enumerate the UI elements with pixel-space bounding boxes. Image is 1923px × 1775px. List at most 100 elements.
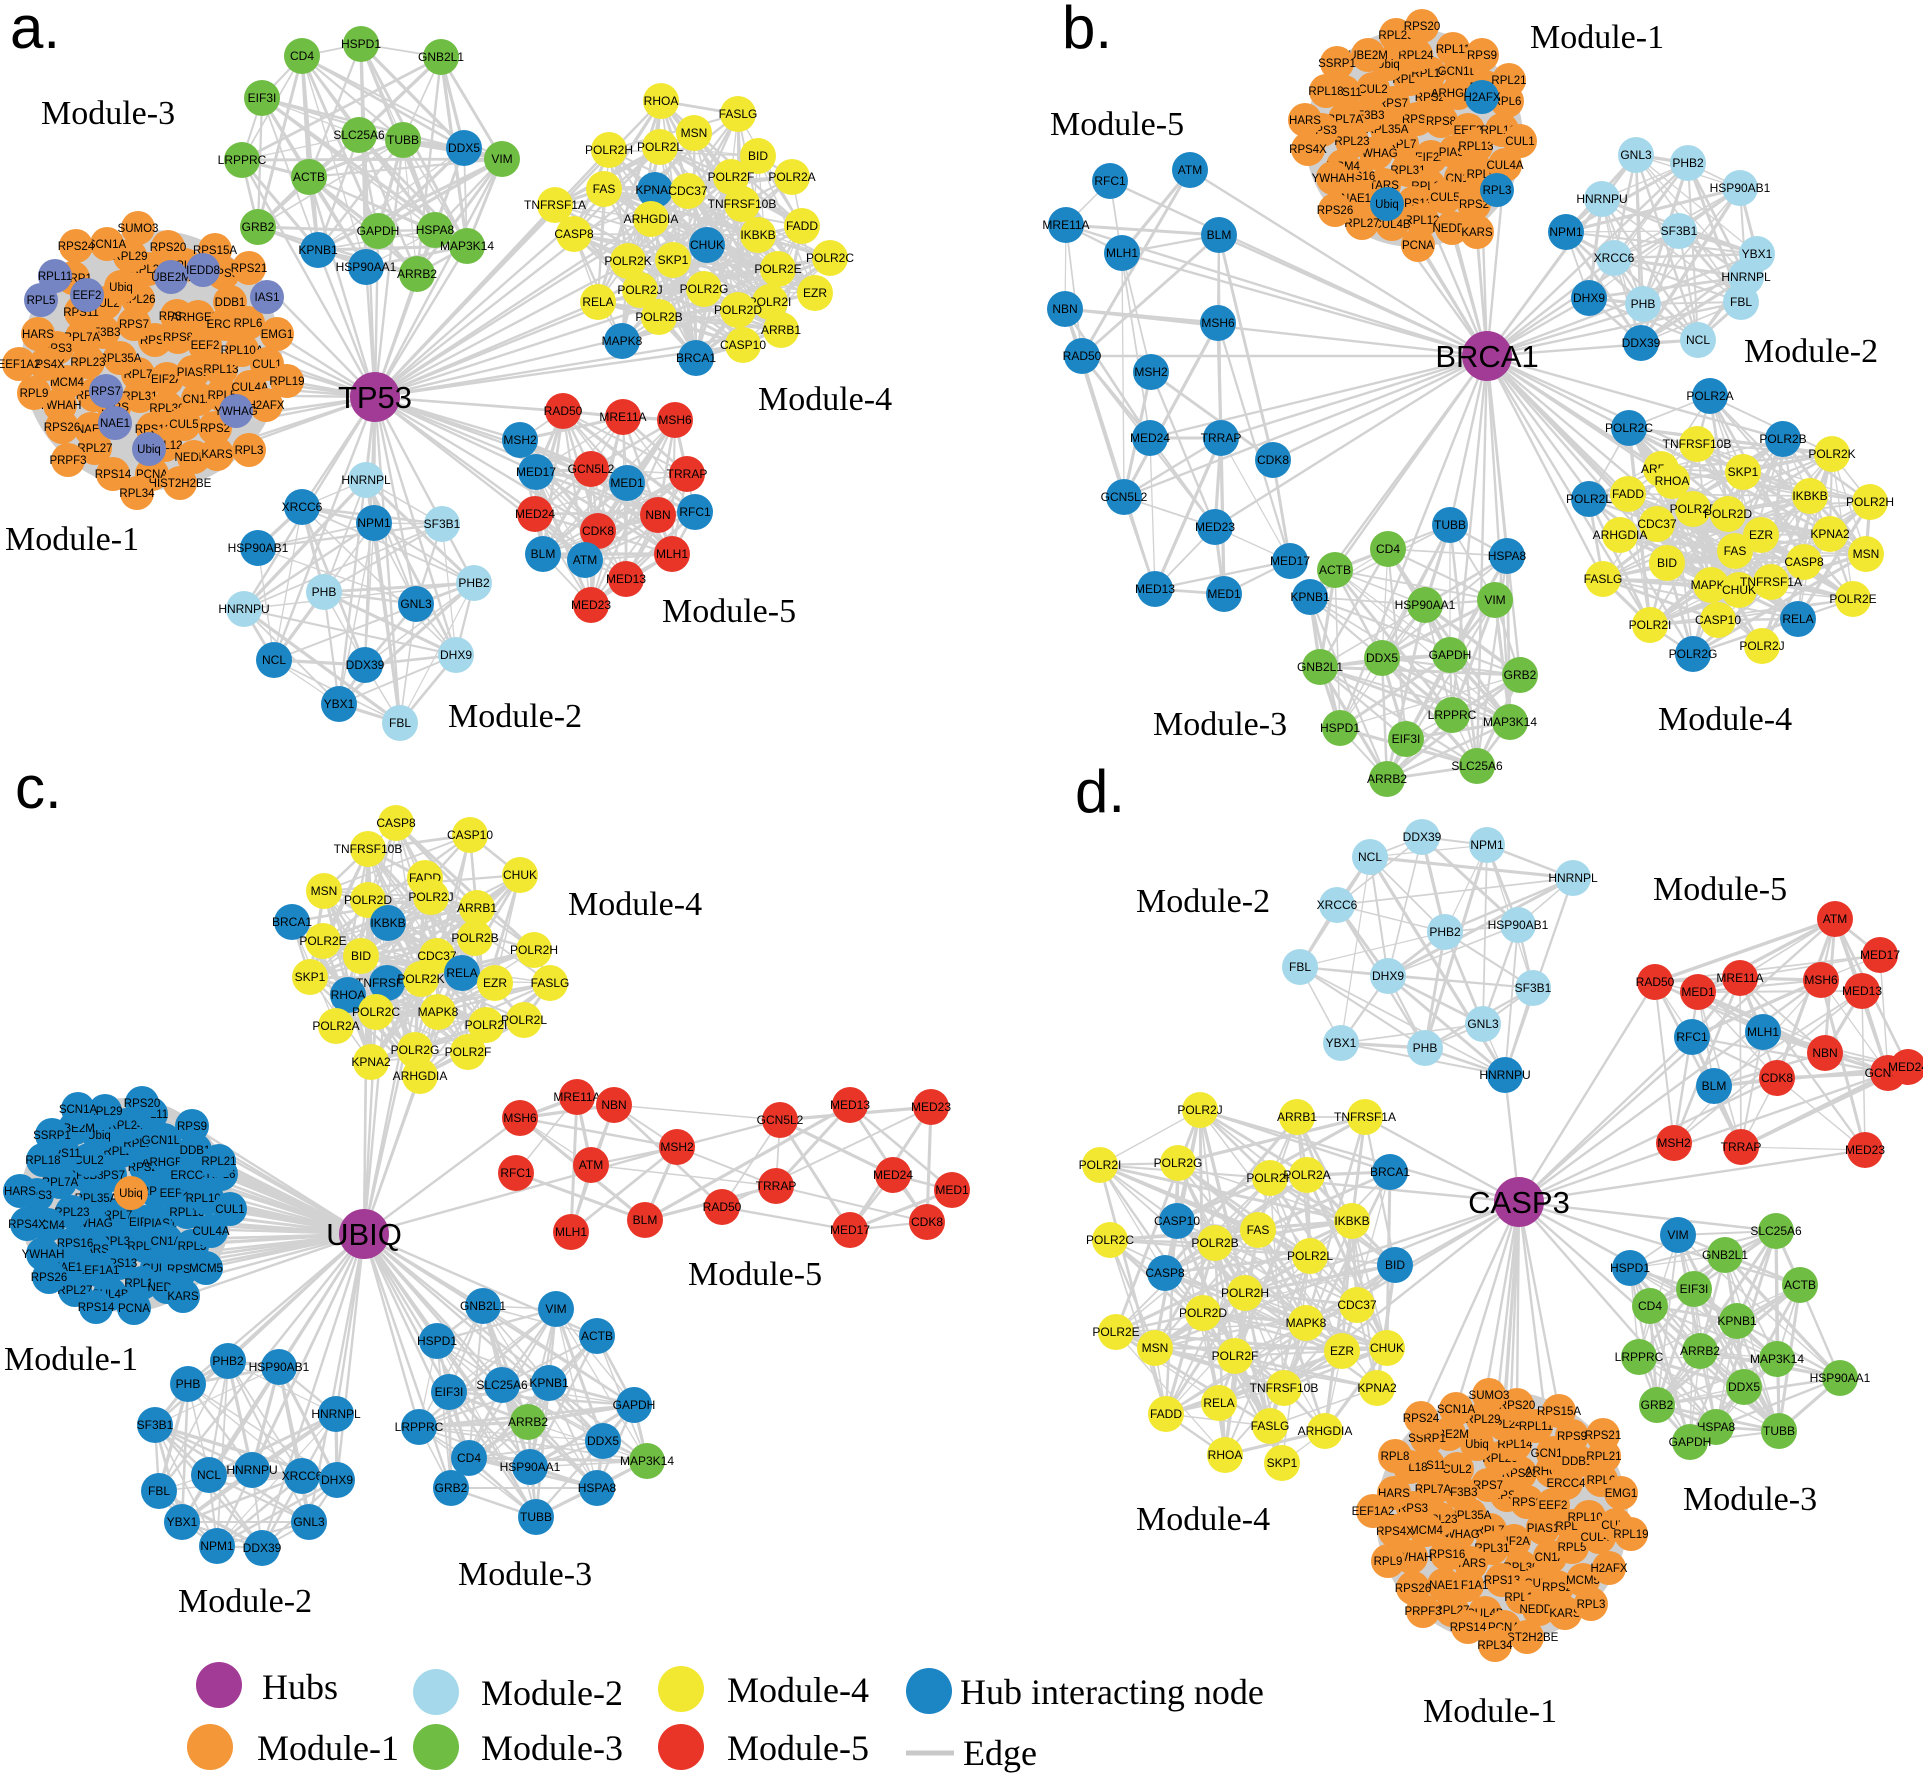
svg-text:GCN5L2: GCN5L2 [757, 1113, 804, 1127]
svg-text:RPL7A: RPL7A [1415, 1484, 1452, 1496]
svg-text:POLR2B: POLR2B [635, 310, 682, 324]
svg-text:TARS: TARS [1456, 1558, 1486, 1570]
svg-text:EIF3I: EIF3I [1392, 732, 1421, 746]
svg-text:POLR2G: POLR2G [680, 282, 729, 296]
svg-text:RPS14: RPS14 [95, 469, 132, 481]
svg-text:CD4: CD4 [457, 1451, 481, 1465]
svg-text:CUL2: CUL2 [74, 1155, 103, 1167]
svg-text:MLH1: MLH1 [1747, 1025, 1779, 1039]
svg-text:DDX39: DDX39 [1403, 830, 1442, 844]
svg-text:POLR2B: POLR2B [1759, 432, 1806, 446]
svg-text:RELA: RELA [1782, 612, 1813, 626]
svg-text:MCM4: MCM4 [50, 377, 84, 389]
svg-text:RPL6: RPL6 [234, 318, 263, 330]
svg-text:MSN: MSN [311, 884, 338, 898]
svg-text:NBN: NBN [1052, 302, 1077, 316]
svg-text:RPL29: RPL29 [1465, 1414, 1500, 1426]
svg-text:MAP3K14: MAP3K14 [620, 1454, 674, 1468]
svg-text:UBE2M: UBE2M [151, 272, 191, 284]
svg-text:FAS: FAS [1724, 544, 1747, 558]
svg-text:PHB: PHB [1631, 297, 1656, 311]
svg-text:UBE2M: UBE2M [1348, 50, 1388, 62]
svg-text:RPS16: RPS16 [1429, 1549, 1465, 1561]
svg-text:GAPDH: GAPDH [357, 224, 400, 238]
svg-text:BRCA1: BRCA1 [676, 351, 716, 365]
svg-text:ATM: ATM [573, 553, 597, 567]
svg-text:RAD50: RAD50 [1063, 349, 1102, 363]
svg-text:PHB: PHB [1413, 1041, 1438, 1055]
svg-text:POLR2I: POLR2I [465, 1018, 508, 1032]
svg-text:RPL21: RPL21 [1491, 75, 1526, 87]
svg-text:PHB2: PHB2 [212, 1354, 244, 1368]
svg-text:POLR2H: POLR2H [585, 143, 633, 157]
svg-text:KARS: KARS [201, 449, 233, 461]
svg-text:RPL8: RPL8 [1381, 1451, 1410, 1463]
svg-text:DDB1: DDB1 [1562, 1456, 1593, 1468]
svg-text:CHUK: CHUK [1370, 1341, 1404, 1355]
svg-text:RPL21: RPL21 [201, 1156, 236, 1168]
svg-text:GAPDH: GAPDH [1429, 648, 1472, 662]
svg-text:SKP1: SKP1 [1267, 1456, 1298, 1470]
svg-text:ARHGDIA: ARHGDIA [1298, 1424, 1353, 1438]
svg-text:MRE11A: MRE11A [599, 410, 646, 424]
svg-text:RPS4X: RPS4X [1289, 144, 1327, 156]
svg-text:NPM1: NPM1 [1470, 838, 1504, 852]
svg-text:POLR2C: POLR2C [1605, 421, 1653, 435]
svg-text:NCL: NCL [1358, 850, 1382, 864]
svg-text:RPS26: RPS26 [44, 422, 80, 434]
svg-text:Module-1: Module-1 [1423, 1693, 1557, 1730]
svg-text:MSN: MSN [1142, 1341, 1169, 1355]
svg-text:HSPA8: HSPA8 [1488, 549, 1527, 563]
svg-text:PHB: PHB [312, 585, 337, 599]
svg-text:ARRB1: ARRB1 [761, 323, 801, 337]
svg-text:Module-5: Module-5 [688, 1256, 822, 1293]
svg-text:KPNA2: KPNA2 [1810, 527, 1850, 541]
svg-text:POLR2J: POLR2J [408, 890, 453, 904]
svg-text:FASLG: FASLG [531, 976, 570, 990]
svg-text:PRPF3: PRPF3 [1404, 1606, 1441, 1618]
svg-text:HSP90AB1: HSP90AB1 [1710, 181, 1771, 195]
svg-text:RFC1: RFC1 [679, 505, 711, 519]
svg-text:GRB2: GRB2 [242, 220, 275, 234]
svg-text:EIF3I: EIF3I [435, 1385, 464, 1399]
svg-text:NAE1: NAE1 [1429, 1580, 1459, 1592]
svg-text:Edge: Edge [963, 1733, 1037, 1773]
svg-text:SUMO3: SUMO3 [1469, 1390, 1510, 1402]
svg-text:CD4: CD4 [1638, 1299, 1662, 1313]
svg-text:SUMO3: SUMO3 [118, 223, 159, 235]
svg-text:MSH2: MSH2 [1134, 365, 1168, 379]
svg-text:POLR2F: POLR2F [445, 1045, 492, 1059]
svg-text:Module-1: Module-1 [4, 1341, 138, 1378]
svg-text:POLR2G: POLR2G [1669, 647, 1718, 661]
svg-text:EEF2: EEF2 [191, 340, 220, 352]
svg-text:DDX5: DDX5 [587, 1434, 619, 1448]
svg-text:SSRP1: SSRP1 [33, 1130, 71, 1142]
svg-text:CDC37: CDC37 [668, 184, 708, 198]
svg-text:PHB2: PHB2 [1672, 156, 1704, 170]
svg-text:Hub interacting node: Hub interacting node [960, 1672, 1264, 1712]
svg-text:HSPD1: HSPD1 [341, 37, 381, 51]
svg-text:MED1: MED1 [610, 476, 644, 490]
svg-text:CASP10: CASP10 [720, 338, 766, 352]
svg-text:RFC1: RFC1 [500, 1166, 532, 1180]
svg-text:POLR2H: POLR2H [510, 943, 558, 957]
svg-text:SF3B1: SF3B1 [137, 1418, 174, 1432]
svg-text:RHOA: RHOA [1655, 474, 1690, 488]
svg-text:HSP90AA1: HSP90AA1 [1395, 598, 1456, 612]
svg-text:RPS26: RPS26 [1395, 1583, 1431, 1595]
svg-text:RPL5: RPL5 [27, 295, 56, 307]
svg-text:MCM5: MCM5 [1566, 1575, 1600, 1587]
svg-text:TNFRSF1A: TNFRSF1A [1740, 575, 1802, 589]
svg-text:RFC1: RFC1 [1094, 174, 1126, 188]
svg-text:CDK8: CDK8 [1257, 453, 1289, 467]
svg-text:PIAS1: PIAS1 [177, 367, 210, 379]
svg-text:FBL: FBL [1289, 960, 1311, 974]
svg-text:c.: c. [15, 754, 62, 821]
svg-text:UBIQ: UBIQ [326, 1217, 402, 1252]
svg-text:CASP3: CASP3 [1468, 1185, 1570, 1220]
svg-text:POLR2C: POLR2C [1086, 1233, 1134, 1247]
svg-text:MED13: MED13 [830, 1098, 870, 1112]
svg-text:FASLG: FASLG [1584, 572, 1623, 586]
svg-text:MSN: MSN [681, 126, 708, 140]
svg-text:LRPPRC: LRPPRC [218, 153, 267, 167]
